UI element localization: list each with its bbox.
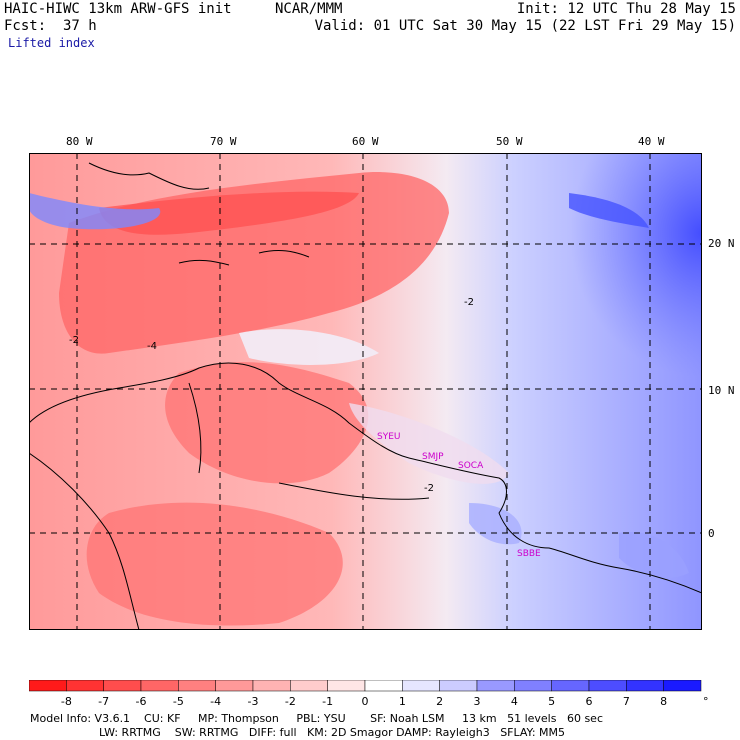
map-border bbox=[29, 153, 702, 630]
colorbar-swatch bbox=[663, 680, 702, 692]
model-info-line1: Model Info: V3.6.1 CU: KF MP: Thompson P… bbox=[30, 712, 603, 725]
stable-patch-north bbox=[29, 193, 161, 230]
colorbar-label: 2 bbox=[436, 695, 443, 708]
lat-label-0: 0 bbox=[708, 527, 715, 540]
colorbar-label: 7 bbox=[623, 695, 630, 708]
station-syeu: SYEU bbox=[377, 432, 400, 442]
station-soca: SOCA bbox=[458, 461, 484, 471]
colorbar-label: 8 bbox=[660, 695, 667, 708]
colorbar-swatch bbox=[252, 680, 291, 692]
lon-label-60w: 60 W bbox=[352, 135, 379, 148]
colorbar-swatch bbox=[439, 680, 478, 692]
colorbar-swatch bbox=[140, 680, 179, 692]
stable-patch-amazon-mouth bbox=[469, 503, 522, 545]
station-sbbe: SBBE bbox=[517, 549, 541, 559]
stable-patch-southeast bbox=[619, 532, 689, 578]
coastlines bbox=[29, 162, 702, 630]
contour-label: -4 bbox=[147, 341, 157, 352]
unstable-region-north-strip bbox=[99, 191, 359, 235]
colorbar-label: -7 bbox=[98, 695, 109, 708]
colorbar-label: -2 bbox=[285, 695, 296, 708]
colorbar-label: 0 bbox=[362, 695, 369, 708]
colorbar-unit: °C bbox=[703, 695, 709, 708]
colorbar-swatch bbox=[364, 680, 403, 692]
station-smjp: SMJP bbox=[422, 452, 444, 462]
lat-label-20n: 20 N bbox=[708, 237, 735, 250]
forecast-hour: Fcst: 37 h bbox=[4, 18, 97, 34]
colorbar-swatch bbox=[178, 680, 216, 692]
colorbar-swatch bbox=[402, 680, 440, 692]
lon-label-50w: 50 W bbox=[496, 135, 523, 148]
contour-label: -2 bbox=[424, 483, 434, 494]
colorbar-label: 6 bbox=[586, 695, 593, 708]
lat-label-10n: 10 N bbox=[708, 384, 735, 397]
valid-time: Valid: 01 UTC Sat 30 May 15 (22 LST Fri … bbox=[314, 18, 736, 34]
model-info-line2: LW: RRTMG SW: RRTMG DIFF: full KM: 2D Sm… bbox=[99, 726, 565, 739]
org-label: NCAR/MMM bbox=[275, 1, 343, 17]
contour-label: -2 bbox=[464, 297, 474, 308]
lifted-index-map: -2 -4 -2 -2 SYEU SMJP SOCA SBBE bbox=[29, 153, 702, 630]
stable-patch-northeast bbox=[569, 193, 649, 228]
colorbar-swatch bbox=[476, 680, 515, 692]
model-title: HAIC-HIWC 13km ARW-GFS init bbox=[4, 1, 232, 17]
stable-patch-coast bbox=[349, 403, 509, 484]
unstable-region-central bbox=[165, 362, 369, 484]
colorbar-swatch bbox=[514, 680, 552, 692]
stable-patch-pale-center bbox=[239, 329, 379, 365]
colorbar-label: -1 bbox=[322, 695, 333, 708]
colorbar-swatches bbox=[29, 680, 702, 692]
colorbar-label: -3 bbox=[248, 695, 259, 708]
colorbar-swatch bbox=[626, 680, 664, 692]
colorbar-label: 5 bbox=[548, 695, 555, 708]
contour-labels: -2 -4 -2 -2 bbox=[69, 297, 474, 494]
lon-label-70w: 70 W bbox=[210, 135, 237, 148]
colorbar-label: -8 bbox=[61, 695, 72, 708]
colorbar-label: -4 bbox=[210, 695, 221, 708]
lat-lon-grid bbox=[29, 153, 702, 630]
colorbar-labels: -8 -7 -6 -5 -4 -3 -2 -1 0 1 2 3 4 5 6 7 8 °C bbox=[61, 695, 709, 708]
colorbar-label: 3 bbox=[474, 695, 481, 708]
colorbar-label: 4 bbox=[511, 695, 518, 708]
colorbar-swatch bbox=[103, 680, 142, 692]
deep-stable-region bbox=[409, 153, 702, 473]
station-labels: SYEU SMJP SOCA SBBE bbox=[377, 432, 541, 559]
colorbar-swatch bbox=[290, 680, 328, 692]
colorbar-swatch bbox=[551, 680, 590, 692]
colorbar-label: -6 bbox=[136, 695, 147, 708]
colorbar-label: 1 bbox=[399, 695, 406, 708]
field-name: Lifted index bbox=[8, 36, 95, 50]
colorbar-label: -5 bbox=[173, 695, 184, 708]
lifted-index-colorbar: -8 -7 -6 -5 -4 -3 -2 -1 0 1 2 3 4 5 6 7 8 °C bbox=[29, 680, 709, 708]
colorbar-swatch bbox=[66, 680, 104, 692]
colorbar-swatch bbox=[588, 680, 627, 692]
colorbar-swatch bbox=[29, 680, 67, 692]
lon-label-80w: 80 W bbox=[66, 135, 93, 148]
colorbar-swatch bbox=[215, 680, 254, 692]
colorbar-swatch bbox=[327, 680, 366, 692]
contour-label: -2 bbox=[69, 335, 79, 346]
init-time: Init: 12 UTC Thu 28 May 15 bbox=[516, 1, 736, 17]
lon-label-40w: 40 W bbox=[638, 135, 665, 148]
